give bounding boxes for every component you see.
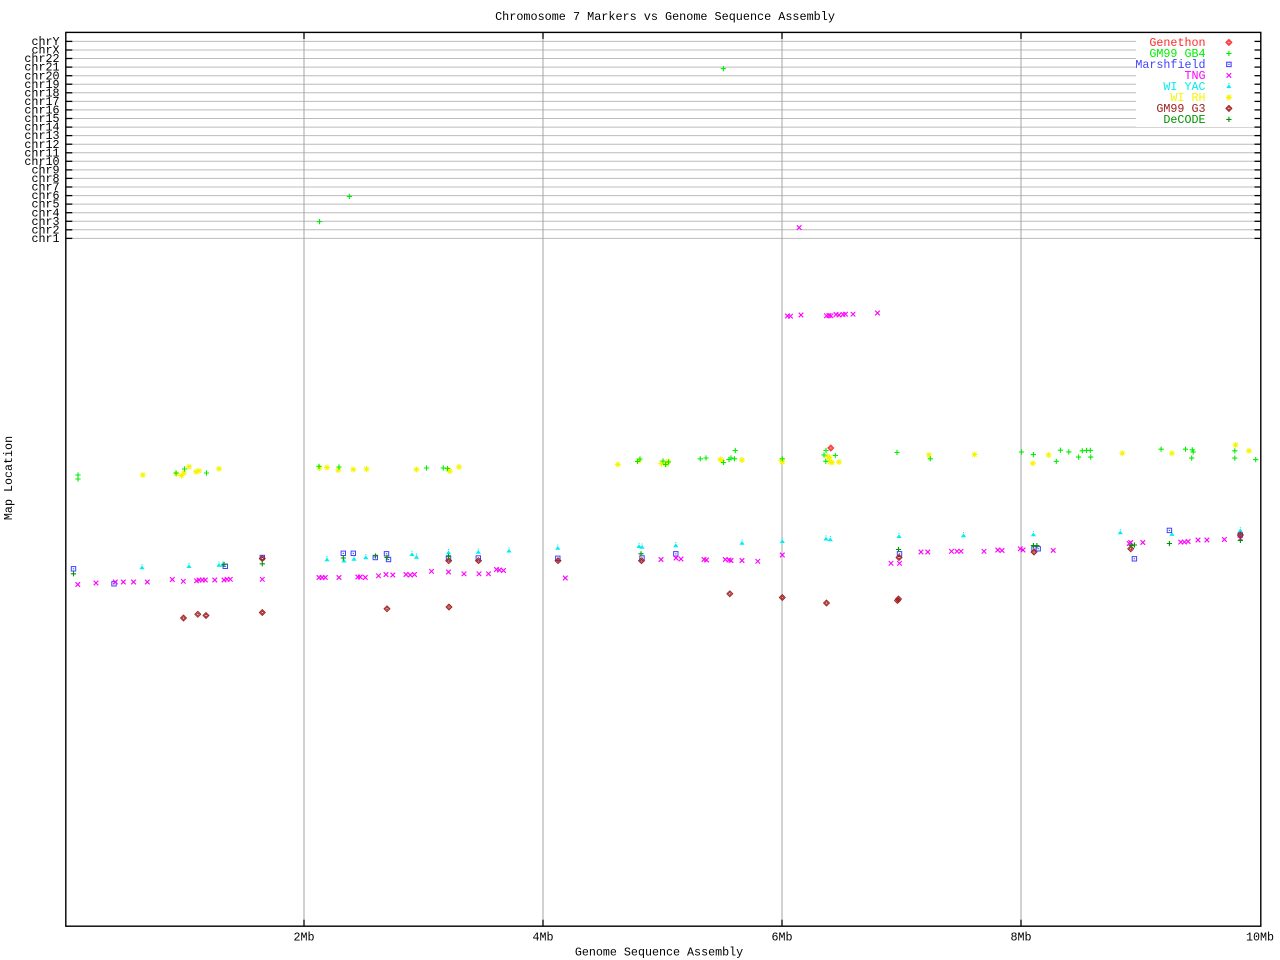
- svg-text:chr18: chr18: [24, 86, 59, 100]
- svg-text:DeCODE: DeCODE: [1163, 113, 1205, 127]
- svg-text:chr8: chr8: [31, 172, 59, 186]
- svg-text:chr16: chr16: [24, 104, 59, 118]
- svg-text:10Mb: 10Mb: [1246, 931, 1274, 945]
- svg-text:Chromosome 7 Markers vs Genome: Chromosome 7 Markers vs Genome Sequence …: [495, 10, 835, 24]
- svg-text:chr4: chr4: [31, 206, 59, 220]
- svg-text:6Mb: 6Mb: [771, 931, 792, 945]
- svg-text:2Mb: 2Mb: [293, 931, 314, 945]
- svg-text:chr12: chr12: [24, 138, 59, 152]
- svg-text:chr11: chr11: [24, 146, 59, 160]
- svg-text:chr7: chr7: [31, 181, 59, 195]
- svg-text:chrY: chrY: [31, 35, 59, 49]
- svg-text:Genethon: Genethon: [1149, 36, 1205, 50]
- svg-text:GM99 GB4: GM99 GB4: [1149, 47, 1205, 61]
- svg-text:chr21: chr21: [24, 61, 59, 75]
- svg-text:chr19: chr19: [24, 78, 59, 92]
- svg-text:chr20: chr20: [24, 69, 59, 83]
- svg-text:WI YAC: WI YAC: [1163, 80, 1205, 94]
- svg-text:Map Location: Map Location: [2, 436, 16, 520]
- svg-text:chr17: chr17: [24, 95, 59, 109]
- svg-text:chr22: chr22: [24, 52, 59, 66]
- svg-text:chrX: chrX: [31, 44, 59, 58]
- svg-text:4Mb: 4Mb: [532, 931, 553, 945]
- svg-text:TNG: TNG: [1184, 69, 1205, 83]
- svg-text:chr9: chr9: [31, 164, 59, 178]
- svg-text:chr3: chr3: [31, 215, 59, 229]
- svg-text:8Mb: 8Mb: [1010, 931, 1031, 945]
- svg-text:chr6: chr6: [31, 189, 59, 203]
- svg-text:GM99 G3: GM99 G3: [1156, 102, 1205, 116]
- svg-text:chr2: chr2: [31, 223, 59, 237]
- svg-text:chr15: chr15: [24, 112, 59, 126]
- svg-text:Marshfield: Marshfield: [1135, 58, 1205, 72]
- svg-text:chr14: chr14: [24, 121, 59, 135]
- svg-text:chr10: chr10: [24, 155, 59, 169]
- svg-text:chr5: chr5: [31, 198, 59, 212]
- svg-text:chr1: chr1: [31, 232, 59, 246]
- svg-text:WI RH: WI RH: [1170, 91, 1205, 105]
- svg-text:chr13: chr13: [24, 129, 59, 143]
- svg-text:Genome Sequence Assembly: Genome Sequence Assembly: [575, 946, 743, 960]
